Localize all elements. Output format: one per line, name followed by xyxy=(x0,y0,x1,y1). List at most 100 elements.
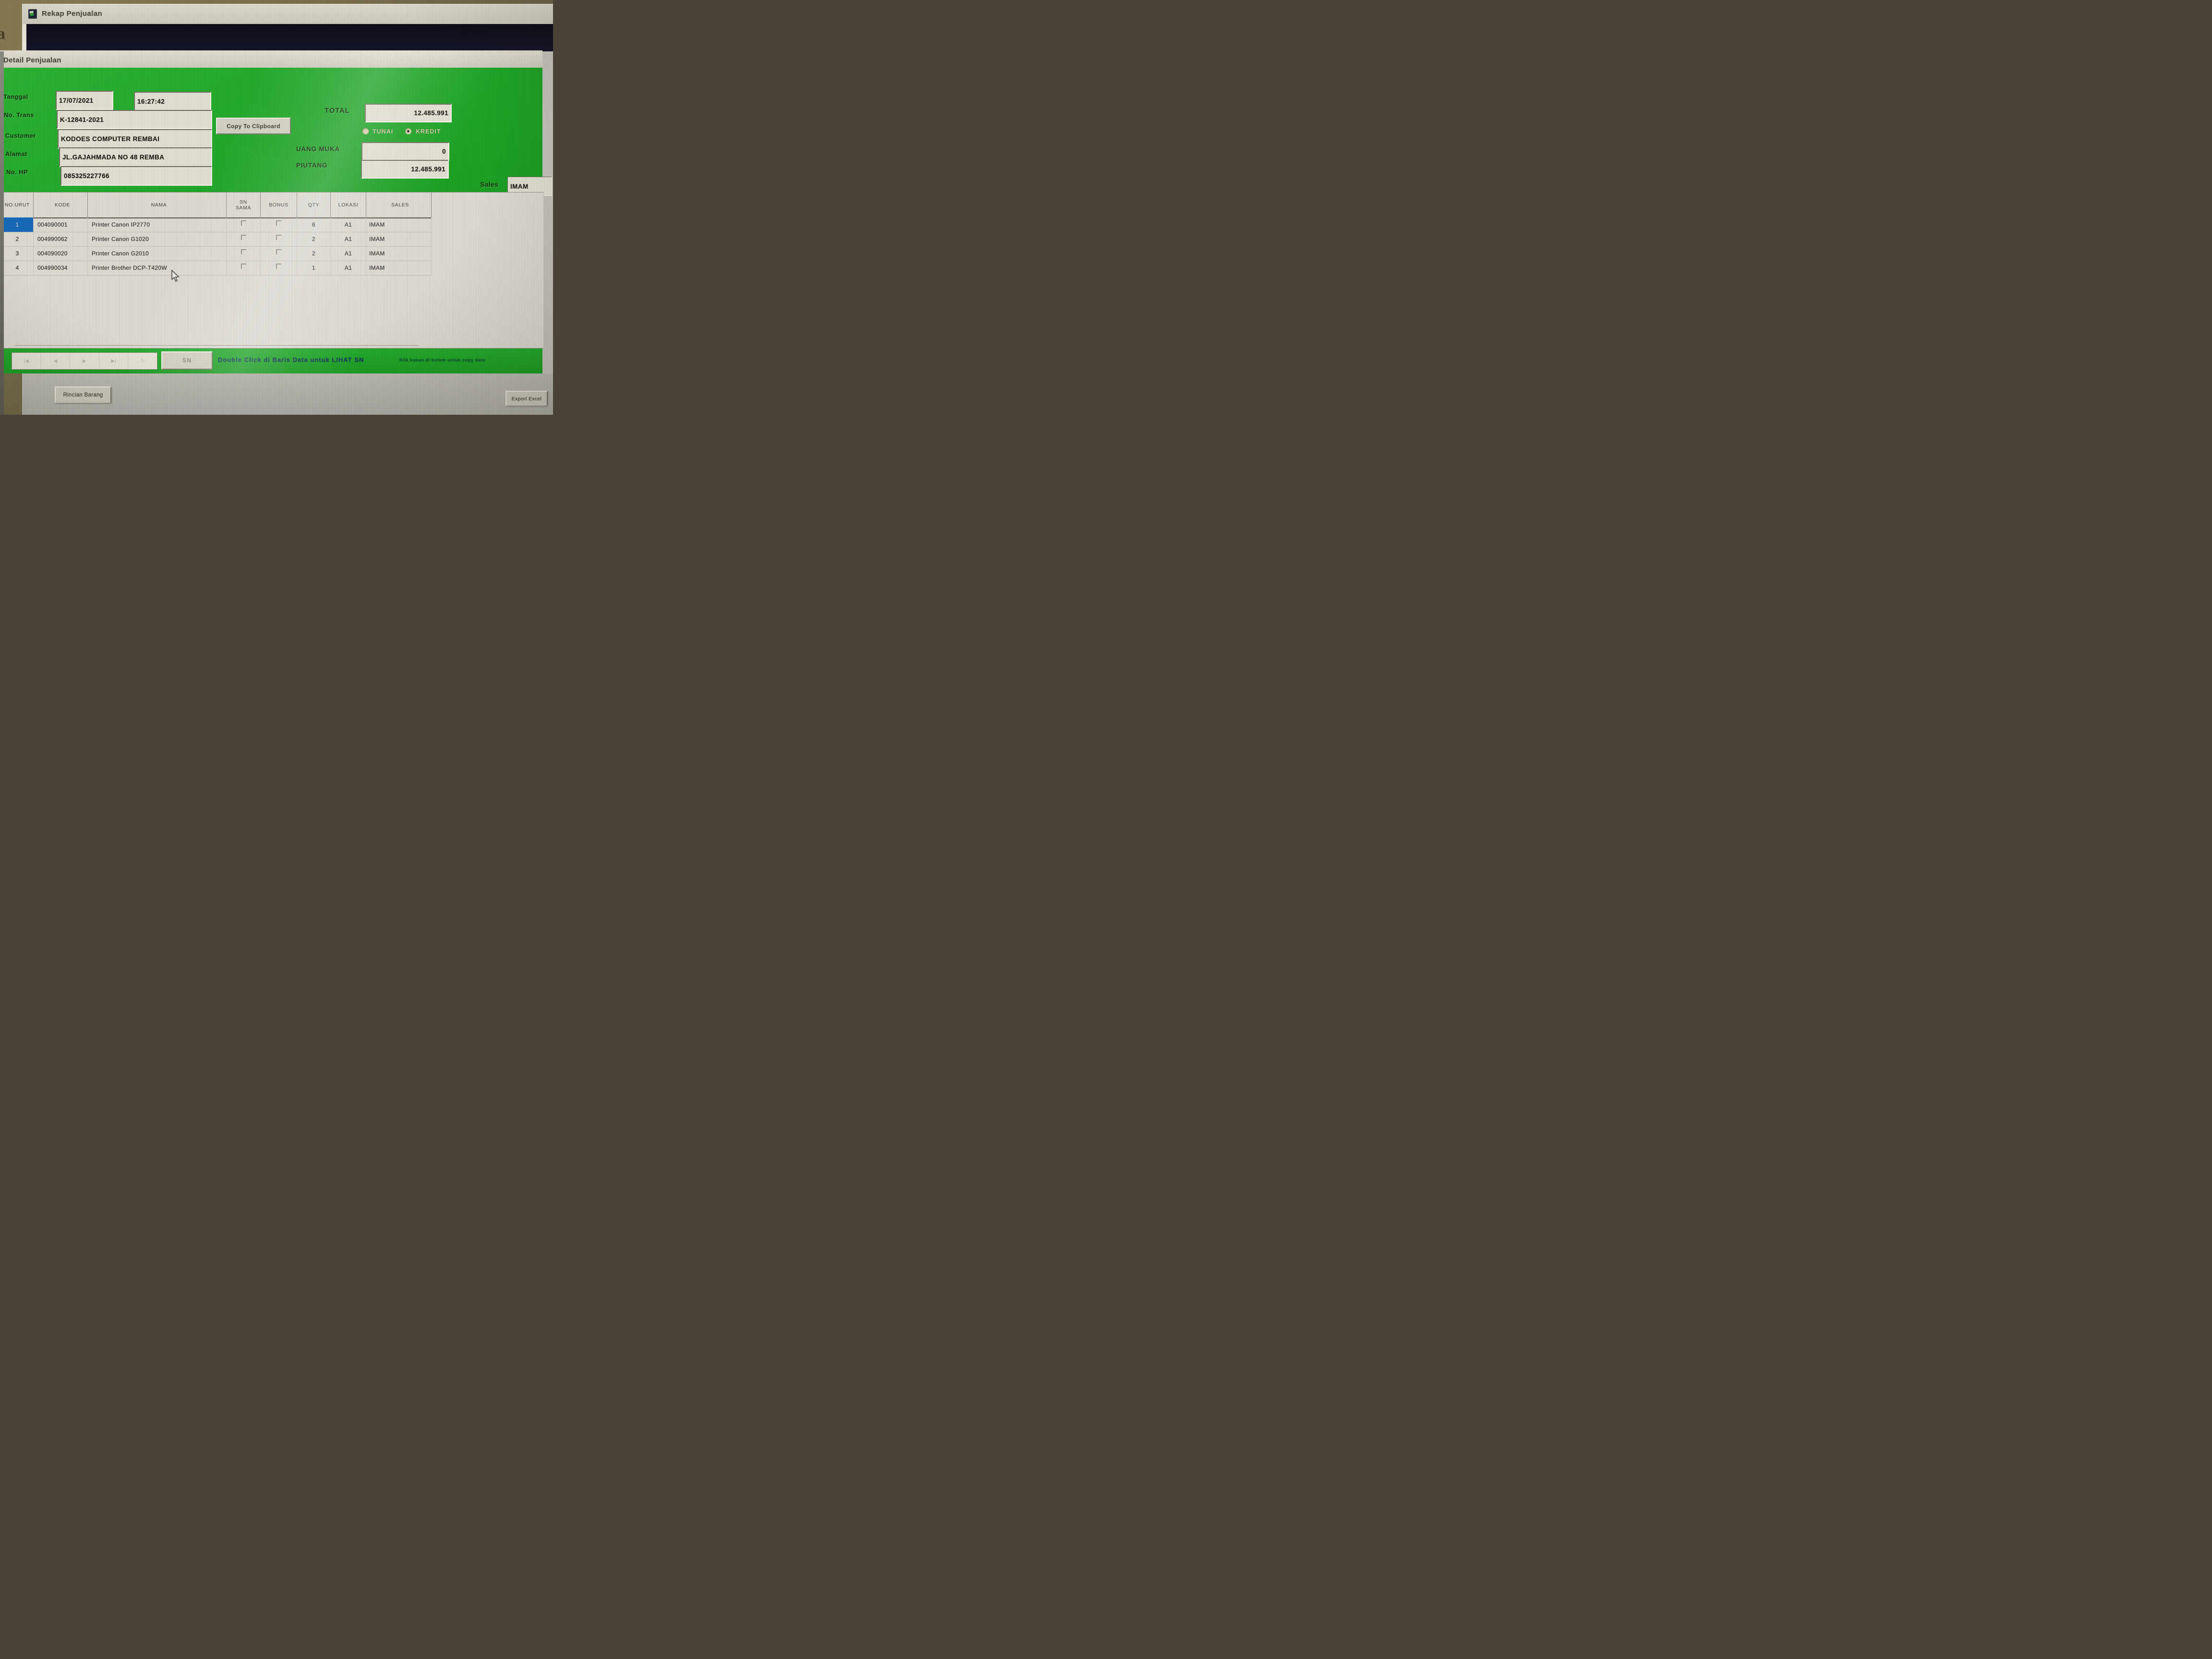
rekap-window-content-right xyxy=(542,51,553,373)
bonus-checkbox[interactable] xyxy=(276,220,281,226)
grid-header-qty[interactable]: QTY xyxy=(297,192,331,217)
rincian-barang-button[interactable]: Rincian Barang xyxy=(55,386,111,403)
sn-sama-checkbox[interactable] xyxy=(240,220,246,226)
screen-edge xyxy=(0,51,4,415)
row-bonus-cell[interactable] xyxy=(261,246,297,261)
row-kode-cell[interactable]: 004990062 xyxy=(34,232,88,246)
sn-sama-checkbox[interactable] xyxy=(240,234,246,240)
row-nama-cell[interactable]: Printer Brother DCP-T420W xyxy=(88,261,227,275)
row-kode-cell[interactable]: 004990034 xyxy=(34,261,88,275)
detail-window-titlebar[interactable]: Detail Penjualan xyxy=(0,50,542,68)
no-hp-field[interactable]: 085325227766 xyxy=(60,166,212,186)
customer-label: Customer xyxy=(5,132,36,139)
tunai-radio-label[interactable]: TUNAI xyxy=(373,128,394,135)
sn-sama-checkbox[interactable] xyxy=(240,263,246,269)
time-field[interactable]: 16:27:42 xyxy=(134,92,211,111)
tanggal-label: Tanggal xyxy=(3,93,28,100)
row-sales-cell[interactable]: IMAM xyxy=(366,217,432,232)
row-no-cell[interactable]: 4 xyxy=(1,261,34,275)
copy-to-clipboard-button[interactable]: Copy To Clipboard xyxy=(216,118,291,134)
row-bonus-cell[interactable] xyxy=(261,232,297,246)
no-trans-label: No. Trans xyxy=(4,111,34,119)
nav-prev-icon[interactable]: ◀ xyxy=(41,353,71,369)
detail-bottom-bar: |◀ ◀ ▶ ▶| ↻ SN Double Click di Baris Dat… xyxy=(0,349,542,373)
row-lokasi-cell[interactable]: A1 xyxy=(331,232,366,246)
horizontal-scrollbar[interactable] xyxy=(15,345,418,346)
grid-header-no-urut[interactable]: NO.URUT xyxy=(1,192,34,217)
bonus-checkbox[interactable] xyxy=(276,234,281,240)
detail-window-title: Detail Penjualan xyxy=(3,56,61,64)
row-lokasi-cell[interactable]: A1 xyxy=(331,217,366,232)
double-click-hint: Double Click di Baris Data untuk LIHAT S… xyxy=(218,356,364,363)
total-label: TOTAL xyxy=(325,107,350,115)
rekap-window-title: Rekap Penjualan xyxy=(42,10,103,18)
alamat-label: Alamat xyxy=(5,150,27,157)
kredit-radio[interactable] xyxy=(405,128,412,135)
no-trans-field[interactable]: K-12841-2021 xyxy=(57,110,212,129)
row-qty-cell[interactable]: 1 xyxy=(297,261,331,275)
row-sales-cell[interactable]: IMAM xyxy=(366,232,432,246)
row-kode-cell[interactable]: 004090020 xyxy=(34,246,88,261)
rekap-window-titlebar[interactable]: Rekap Penjualan xyxy=(22,4,553,25)
row-lokasi-cell[interactable]: A1 xyxy=(331,261,366,275)
row-kode-cell[interactable]: 004090001 xyxy=(34,217,88,232)
row-sn-sama-cell[interactable] xyxy=(227,232,261,246)
rekap-window-left-border xyxy=(22,24,26,51)
grid-header-sales[interactable]: SALES xyxy=(366,192,432,217)
row-nama-cell[interactable]: Printer Canon G1020 xyxy=(88,232,227,246)
nav-next-icon[interactable]: ▶ xyxy=(70,353,99,369)
table-row[interactable]: 4 004990034 Printer Brother DCP-T420W 1 … xyxy=(1,261,432,276)
grid-header-row: NO.URUT KODE NAMA SN SAMA BONUS QTY LOKA… xyxy=(1,192,432,218)
row-sn-sama-cell[interactable] xyxy=(227,246,261,261)
row-sales-cell[interactable]: IMAM xyxy=(366,261,432,275)
uang-muka-label: UANG MUKA xyxy=(296,145,340,153)
row-qty-cell[interactable]: 2 xyxy=(297,246,331,261)
record-navigator[interactable]: |◀ ◀ ▶ ▶| ↻ xyxy=(12,352,157,370)
rekap-app-icon xyxy=(28,9,37,19)
nav-last-icon[interactable]: ▶| xyxy=(99,353,129,369)
tanggal-field[interactable]: 17/07/2021 xyxy=(56,91,113,110)
uang-muka-field[interactable]: 0 xyxy=(361,142,449,161)
bonus-checkbox[interactable] xyxy=(276,263,281,269)
row-no-cell[interactable]: 3 xyxy=(1,246,34,261)
sn-button[interactable]: SN xyxy=(161,351,213,370)
row-sales-cell[interactable]: IMAM xyxy=(366,246,432,261)
row-nama-cell[interactable]: Printer Canon G2010 xyxy=(88,246,227,261)
bonus-checkbox[interactable] xyxy=(276,249,281,254)
grid-header-sn-sama[interactable]: SN SAMA xyxy=(227,192,261,217)
grid-header-bonus[interactable]: BONUS xyxy=(261,192,297,217)
customer-field[interactable]: KODOES COMPUTER REMBAI xyxy=(58,129,212,149)
export-excel-button[interactable]: Export Excel xyxy=(505,391,548,406)
row-bonus-cell[interactable] xyxy=(261,217,297,232)
nav-first-icon[interactable]: |◀ xyxy=(12,353,41,369)
nav-refresh-icon[interactable]: ↻ xyxy=(140,358,145,364)
no-hp-label: No. HP xyxy=(6,168,28,176)
row-qty-cell[interactable]: 2 xyxy=(297,232,331,246)
row-sn-sama-cell[interactable] xyxy=(227,261,261,275)
kredit-radio-label[interactable]: KREDIT xyxy=(416,128,441,135)
tunai-radio[interactable] xyxy=(362,128,369,135)
table-row[interactable]: 2 004990062 Printer Canon G1020 2 A1 IMA… xyxy=(1,232,432,247)
row-sn-sama-cell[interactable] xyxy=(227,217,261,232)
rekap-window-content xyxy=(26,24,553,51)
row-no-cell[interactable]: 1 xyxy=(1,217,34,232)
photo-of-screen: a C Rekap Penjualan Detail Penjualan Tan… xyxy=(0,0,553,415)
alamat-field[interactable]: JL.GAJAHMADA NO 48 REMBA xyxy=(59,147,212,167)
row-nama-cell[interactable]: Printer Canon IP2770 xyxy=(88,217,227,232)
total-field[interactable]: 12.485.991 xyxy=(365,104,452,122)
grid-header-nama[interactable]: NAMA xyxy=(88,192,227,217)
sn-sama-checkbox[interactable] xyxy=(240,249,246,254)
table-row[interactable]: 1 004090001 Printer Canon IP2770 6 A1 IM… xyxy=(1,217,432,232)
row-no-cell[interactable]: 2 xyxy=(1,232,34,246)
row-qty-cell[interactable]: 6 xyxy=(297,217,331,232)
piutang-field[interactable]: 12.485.991 xyxy=(361,160,449,179)
piutang-label: PIUTANG xyxy=(296,162,328,169)
sales-label: Sales xyxy=(480,180,499,188)
detail-grid-panel: NO.URUT KODE NAMA SN SAMA BONUS QTY LOKA… xyxy=(1,192,544,349)
grid-header-kode[interactable]: KODE xyxy=(34,192,88,217)
grid-header-lokasi[interactable]: LOKASI xyxy=(331,192,366,217)
table-row[interactable]: 3 004090020 Printer Canon G2010 2 A1 IMA… xyxy=(1,246,432,261)
row-lokasi-cell[interactable]: A1 xyxy=(331,246,366,261)
right-click-hint: Klik kanan di kolom untuk copy data xyxy=(399,358,485,363)
row-bonus-cell[interactable] xyxy=(261,261,297,275)
